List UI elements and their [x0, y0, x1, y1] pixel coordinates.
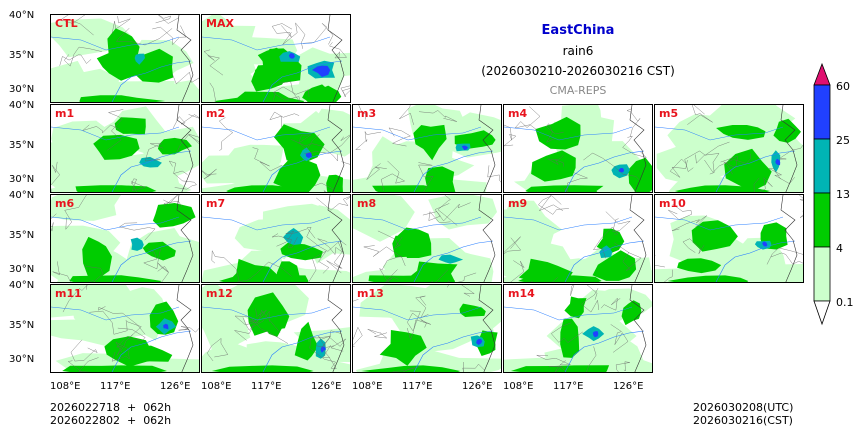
colorbar-extend-min: [813, 300, 831, 326]
map-panel: m4: [503, 104, 653, 193]
colorbar-tick-25: 25: [836, 134, 850, 147]
longitude-tick-label: 108°E: [50, 381, 81, 392]
valid-time-cst: 2026030216(CST): [693, 414, 793, 427]
latitude-tick-label: 35°N: [9, 50, 35, 61]
map-panel: m8: [352, 194, 502, 283]
map-panel: m11: [50, 284, 200, 373]
longitude-tick-label: 117°E: [251, 381, 282, 392]
map-region-title: EastChina: [541, 23, 615, 38]
period-title: (2026030210-2026030216 CST): [481, 64, 675, 78]
colorbar-segment-25-60: [813, 84, 831, 140]
map-panel: m9: [503, 194, 653, 283]
panel-label: m2: [206, 107, 226, 120]
panel-label: MAX: [206, 17, 234, 30]
panel-label: m14: [508, 287, 535, 300]
longitude-tick-label: 117°E: [553, 381, 584, 392]
latitude-tick-label: 30°N: [9, 354, 35, 365]
latitude-tick-label: 35°N: [9, 140, 35, 151]
panel-label: CTL: [55, 17, 78, 30]
map-panel: m7: [201, 194, 351, 283]
colorbar-tick-0.1: 0.1: [836, 296, 854, 309]
colorbar-tick-13: 13: [836, 188, 850, 201]
longitude-tick-label: 117°E: [100, 381, 131, 392]
map-panel: m5: [654, 104, 804, 193]
latitude-tick-label: 35°N: [9, 320, 35, 331]
latitude-tick-label: 30°N: [9, 264, 35, 275]
map-panel: MAX: [201, 14, 351, 103]
valid-time-utc: 2026030208(UTC): [693, 401, 794, 414]
latitude-tick-label: 40°N: [9, 100, 35, 111]
colorbar-extend-max: [813, 62, 831, 86]
panel-label: m10: [659, 197, 686, 210]
longitude-tick-label: 126°E: [613, 381, 644, 392]
init-time-utc: 2026022718 + 062h: [50, 401, 172, 414]
latitude-tick-label: 40°N: [9, 190, 35, 201]
map-panel: m12: [201, 284, 351, 373]
panel-label: m7: [206, 197, 226, 210]
longitude-tick-label: 117°E: [402, 381, 433, 392]
map-panel: m13: [352, 284, 502, 373]
panel-label: m12: [206, 287, 233, 300]
latitude-tick-label: 35°N: [9, 230, 35, 241]
model-title: CMA-REPS: [549, 84, 607, 97]
colorbar-tick-60: 60: [836, 80, 850, 93]
panel-label: m9: [508, 197, 528, 210]
colorbar-segment-4-13: [813, 192, 831, 248]
colorbar: [813, 62, 831, 326]
panel-label: m6: [55, 197, 75, 210]
variable-title: rain6: [562, 44, 594, 58]
longitude-tick-label: 108°E: [503, 381, 534, 392]
map-panel: m10: [654, 194, 804, 283]
panel-label: m11: [55, 287, 82, 300]
longitude-tick-label: 126°E: [160, 381, 191, 392]
panel-label: m1: [55, 107, 75, 120]
longitude-tick-label: 126°E: [462, 381, 493, 392]
latitude-tick-label: 40°N: [9, 10, 35, 21]
colorbar-segment-0.1-4: [813, 246, 831, 302]
latitude-tick-label: 30°N: [9, 84, 35, 95]
longitude-tick-label: 126°E: [311, 381, 342, 392]
colorbar-tick-4: 4: [836, 242, 843, 255]
panel-label: m8: [357, 197, 377, 210]
latitude-tick-label: 30°N: [9, 174, 35, 185]
map-panel: m3: [352, 104, 502, 193]
panel-label: m3: [357, 107, 377, 120]
latitude-tick-label: 40°N: [9, 280, 35, 291]
map-panel: m2: [201, 104, 351, 193]
longitude-tick-label: 108°E: [352, 381, 383, 392]
colorbar-segment-13-25: [813, 138, 831, 194]
panel-label: m13: [357, 287, 384, 300]
map-panel: CTL: [50, 14, 200, 103]
map-panel: m1: [50, 104, 200, 193]
panel-label: m5: [659, 107, 679, 120]
map-panel: m6: [50, 194, 200, 283]
longitude-tick-label: 108°E: [201, 381, 232, 392]
init-time-cst: 2026022802 + 062h: [50, 414, 172, 427]
panel-label: m4: [508, 107, 528, 120]
map-panel: m14: [503, 284, 653, 373]
